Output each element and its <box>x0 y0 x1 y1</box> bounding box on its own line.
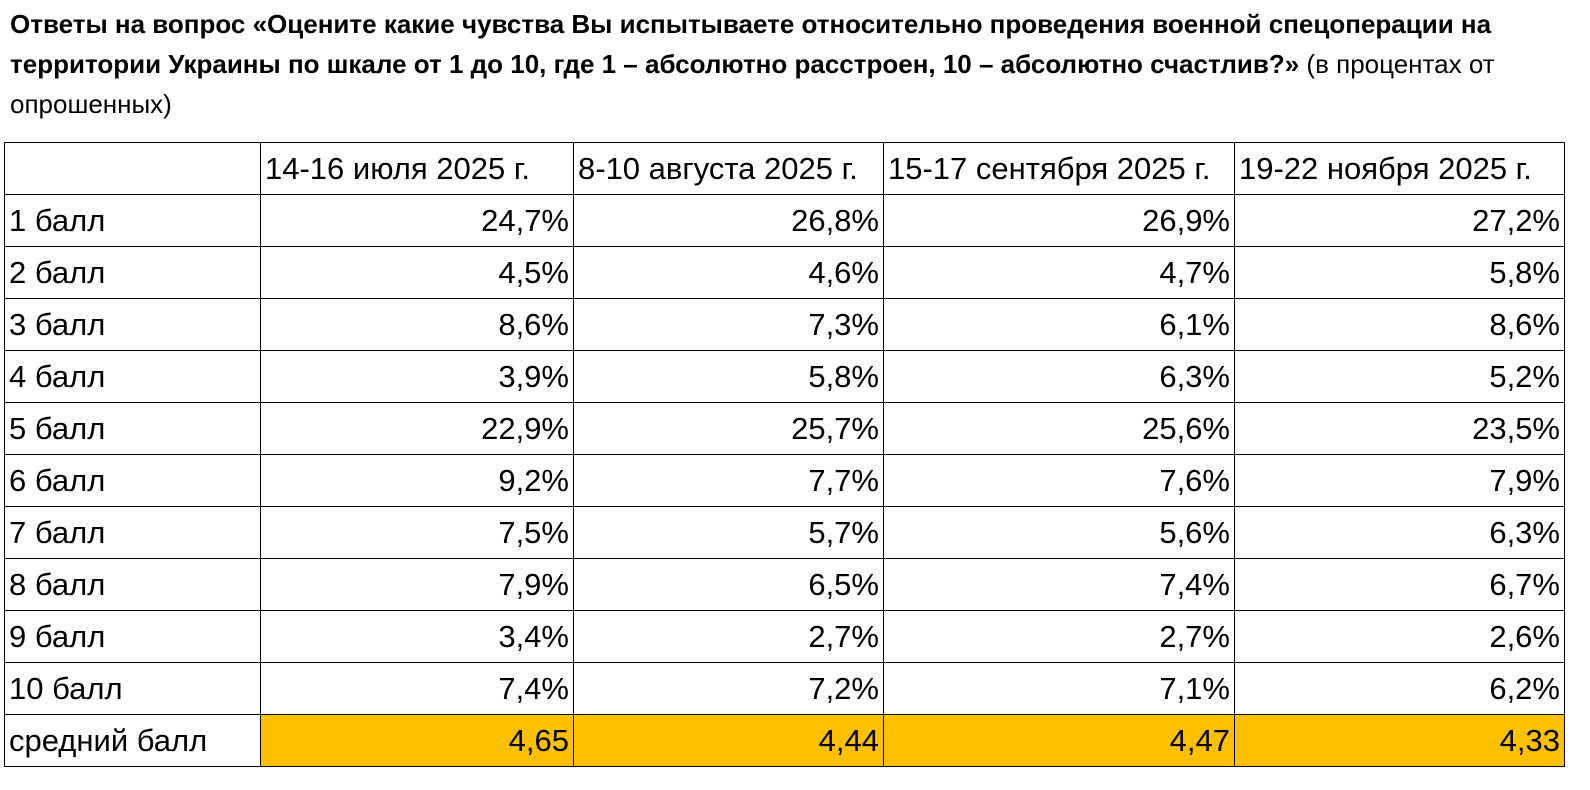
row-label: 5 балл <box>4 402 261 455</box>
column-header: 19-22 ноября 2025 г. <box>1234 142 1565 195</box>
table-cell: 5,2% <box>1234 350 1565 403</box>
table-row: 6 балл 9,2% 7,7% 7,6% 7,9% <box>4 454 1565 507</box>
table-cell: 8,6% <box>1234 298 1565 351</box>
table-cell: 7,6% <box>883 454 1235 507</box>
row-label: 6 балл <box>4 454 261 507</box>
table-row: 3 балл 8,6% 7,3% 6,1% 8,6% <box>4 298 1565 351</box>
table-cell: 3,4% <box>260 610 574 663</box>
row-label: средний балл <box>4 714 261 767</box>
table-cell: 24,7% <box>260 194 574 247</box>
row-label: 1 балл <box>4 194 261 247</box>
table-row: 8 балл 7,9% 6,5% 7,4% 6,7% <box>4 558 1565 611</box>
table-row: 7 балл 7,5% 5,7% 5,6% 6,3% <box>4 506 1565 559</box>
row-label: 2 балл <box>4 246 261 299</box>
table-row: 4 балл 3,9% 5,8% 6,3% 5,2% <box>4 350 1565 403</box>
row-label: 8 балл <box>4 558 261 611</box>
table-cell: 4,7% <box>883 246 1235 299</box>
row-label: 3 балл <box>4 298 261 351</box>
table-cell: 9,2% <box>260 454 574 507</box>
survey-question-heading: Ответы на вопрос «Оцените какие чувства … <box>10 4 1570 124</box>
mean-score-cell: 4,33 <box>1234 714 1565 767</box>
column-header: 14-16 июля 2025 г. <box>260 142 574 195</box>
table-header-row: 14-16 июля 2025 г. 8-10 августа 2025 г. … <box>4 142 1565 195</box>
table-cell: 2,7% <box>883 610 1235 663</box>
row-label: 7 балл <box>4 506 261 559</box>
table-cell: 26,8% <box>573 194 884 247</box>
table-cell: 7,5% <box>260 506 574 559</box>
table-cell: 5,6% <box>883 506 1235 559</box>
table-cell: 6,3% <box>1234 506 1565 559</box>
table-cell: 7,9% <box>1234 454 1565 507</box>
table-cell: 7,9% <box>260 558 574 611</box>
table-cell: 6,3% <box>883 350 1235 403</box>
table-row: 1 балл 24,7% 26,8% 26,9% 27,2% <box>4 194 1565 247</box>
table-cell: 2,7% <box>573 610 884 663</box>
table-cell: 25,7% <box>573 402 884 455</box>
table-row: 10 балл 7,4% 7,2% 7,1% 6,2% <box>4 662 1565 715</box>
table-cell: 7,7% <box>573 454 884 507</box>
table-cell: 2,6% <box>1234 610 1565 663</box>
table-cell: 23,5% <box>1234 402 1565 455</box>
table-cell: 7,2% <box>573 662 884 715</box>
table-cell: 8,6% <box>260 298 574 351</box>
row-label: 10 балл <box>4 662 261 715</box>
table-cell: 5,7% <box>573 506 884 559</box>
table-cell: 22,9% <box>260 402 574 455</box>
table-cell: 25,6% <box>883 402 1235 455</box>
question-text: Ответы на вопрос «Оцените какие чувства … <box>10 9 1492 79</box>
table-cell: 4,5% <box>260 246 574 299</box>
column-header: 8-10 августа 2025 г. <box>573 142 884 195</box>
table-cell: 7,1% <box>883 662 1235 715</box>
table-cell: 7,3% <box>573 298 884 351</box>
table-cell: 27,2% <box>1234 194 1565 247</box>
table-cell: 5,8% <box>573 350 884 403</box>
corner-cell <box>4 142 261 195</box>
table-cell: 5,8% <box>1234 246 1565 299</box>
table-cell: 3,9% <box>260 350 574 403</box>
mean-score-cell: 4,47 <box>883 714 1235 767</box>
table-cell: 6,2% <box>1234 662 1565 715</box>
row-label: 4 балл <box>4 350 261 403</box>
row-label: 9 балл <box>4 610 261 663</box>
table-cell: 4,6% <box>573 246 884 299</box>
question-note: (в процентах от опрошенных) <box>10 49 1495 119</box>
table-cell: 26,9% <box>883 194 1235 247</box>
mean-score-row: средний балл 4,65 4,44 4,47 4,33 <box>4 714 1565 767</box>
table-cell: 6,5% <box>573 558 884 611</box>
mean-score-cell: 4,44 <box>573 714 884 767</box>
results-table: 14-16 июля 2025 г. 8-10 августа 2025 г. … <box>4 142 1565 767</box>
table-cell: 7,4% <box>883 558 1235 611</box>
table-row: 2 балл 4,5% 4,6% 4,7% 5,8% <box>4 246 1565 299</box>
table-row: 9 балл 3,4% 2,7% 2,7% 2,6% <box>4 610 1565 663</box>
table-cell: 6,7% <box>1234 558 1565 611</box>
table-cell: 7,4% <box>260 662 574 715</box>
table-cell: 6,1% <box>883 298 1235 351</box>
mean-score-cell: 4,65 <box>260 714 574 767</box>
column-header: 15-17 сентября 2025 г. <box>883 142 1235 195</box>
table-row: 5 балл 22,9% 25,7% 25,6% 23,5% <box>4 402 1565 455</box>
